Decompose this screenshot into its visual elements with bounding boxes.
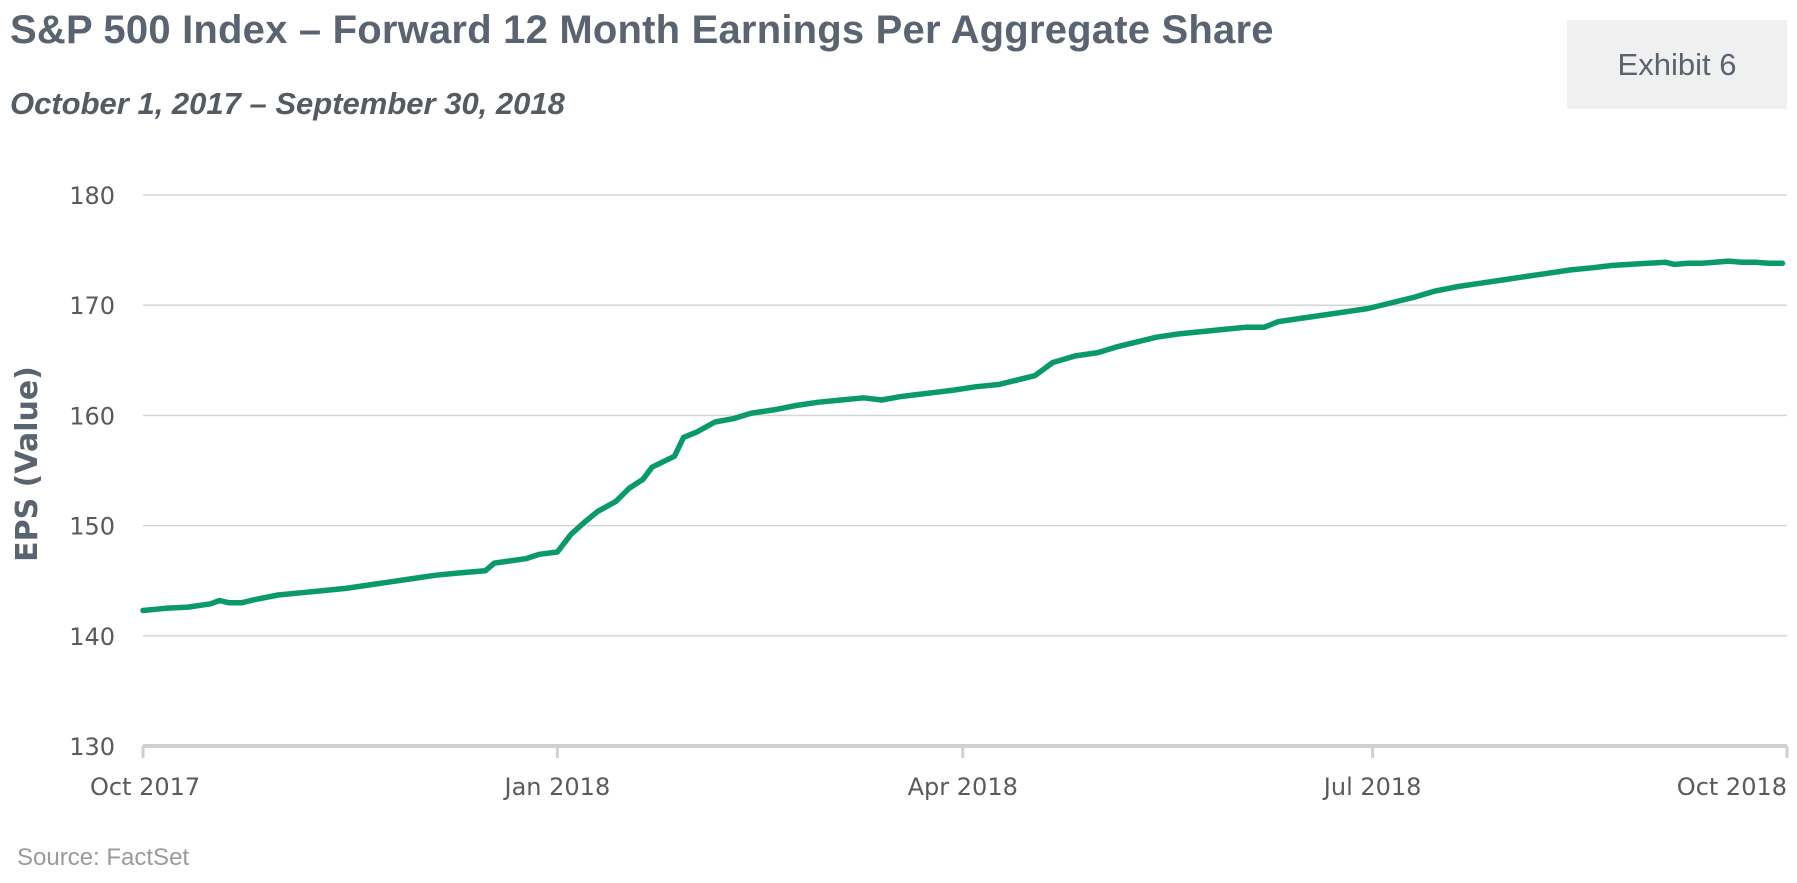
y-tick-label: 140	[69, 623, 115, 651]
source-note: Source: FactSet	[17, 844, 190, 871]
y-tick-label: 130	[69, 733, 115, 761]
x-axis-ticks: Oct 2017 Jan 2018 Apr 2018 Jul 2018 Oct 2018	[90, 746, 1789, 801]
x-tick-label: Oct 2017	[90, 773, 200, 801]
y-axis-label: EPS (Value)	[10, 366, 45, 562]
exhibit-badge: Exhibit 6	[1567, 20, 1787, 109]
y-tick-label: 150	[69, 513, 115, 541]
chart-title: S&P 500 Index – Forward 12 Month Earning…	[10, 8, 1274, 52]
y-tick-label: 180	[69, 182, 115, 210]
x-tick-label: Jan 2018	[503, 773, 611, 801]
y-tick-label: 170	[69, 292, 115, 320]
gridlines	[143, 194, 1787, 637]
series-line-0	[140, 258, 1786, 614]
x-tick-label: Apr 2018	[908, 773, 1018, 801]
chart-subtitle: October 1, 2017 – September 30, 2018	[10, 86, 565, 121]
y-tick-label: 160	[69, 402, 115, 430]
y-axis-ticks: 130 140 150 160 170 180	[69, 182, 115, 761]
x-tick-label: Oct 2018	[1677, 773, 1787, 801]
x-tick-label: Jul 2018	[1322, 773, 1422, 801]
series-layer	[140, 258, 1786, 614]
